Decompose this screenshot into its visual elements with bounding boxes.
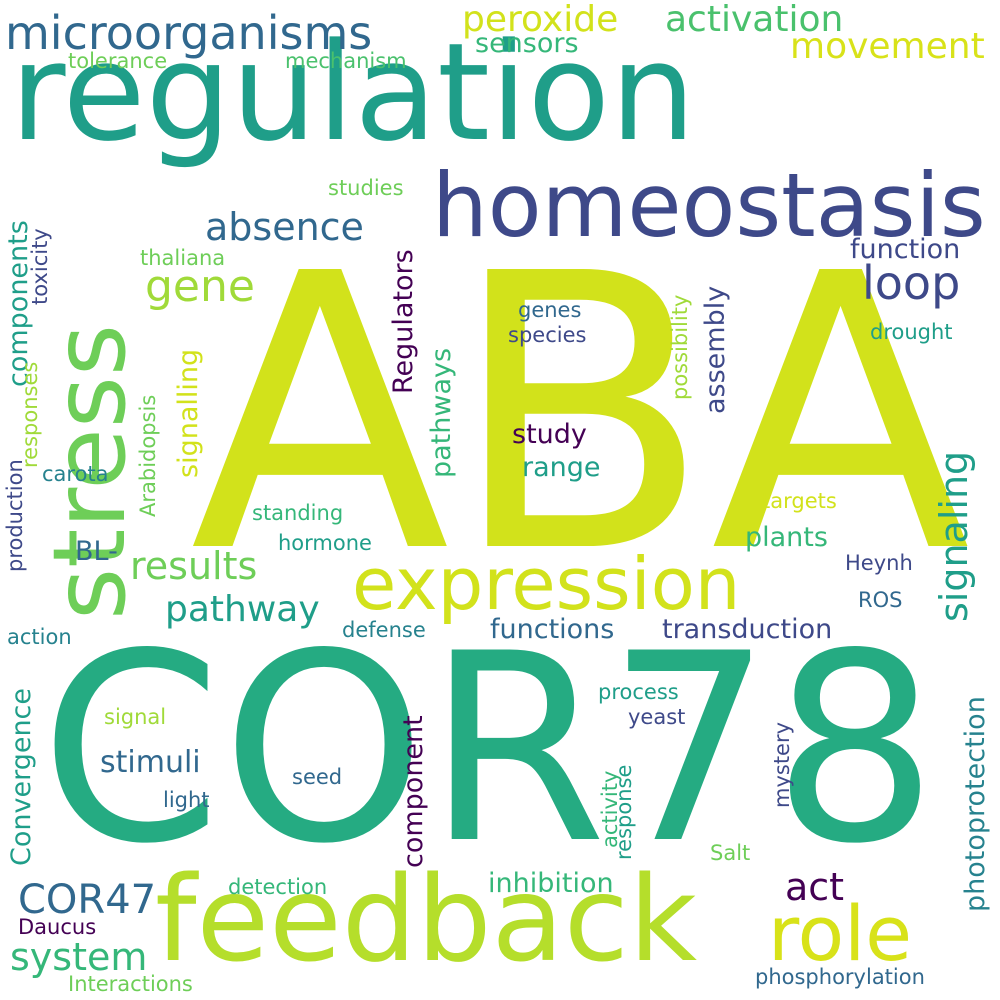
word-feedback: feedback [155, 850, 698, 988]
word-pathway: pathway [165, 589, 320, 630]
word-cor47: COR47 [18, 877, 157, 923]
word-plants: plants [745, 522, 828, 553]
word-microorganisms: microorganisms [5, 6, 373, 60]
word-functions: functions [490, 614, 615, 645]
word-daucus: Daucus [18, 915, 97, 939]
word-tolerance: tolerance [68, 49, 168, 73]
word-studies: studies [328, 176, 404, 200]
word-results: results [130, 544, 258, 588]
word-heynh: Heynh [845, 551, 913, 575]
word-function: function [850, 234, 961, 265]
word-cor78: COR78 [40, 599, 938, 901]
word-gene: gene [145, 261, 255, 312]
word-inhibition: inhibition [488, 868, 614, 899]
word-responses: responses [18, 361, 42, 468]
word-role: role [768, 889, 912, 978]
word-assembly: assembly [700, 285, 731, 414]
word-peroxide: peroxide [462, 0, 619, 40]
word-mystery: mystery [770, 721, 794, 808]
word-pathways: pathways [426, 347, 457, 478]
word-signalling: signalling [173, 348, 204, 478]
word-thaliana: thaliana [140, 246, 226, 270]
word-interactions: Interactions [68, 972, 193, 996]
word-convergence: Convergence [6, 687, 37, 866]
word-light: light [163, 788, 210, 812]
word-detection: detection [228, 875, 328, 899]
word-targets: targets [762, 489, 837, 513]
word-response: response [612, 764, 636, 860]
word-yeast: yeast [628, 705, 686, 729]
word-photoprotection: photoprotection [960, 696, 991, 912]
word-salt: Salt [710, 841, 751, 865]
word-toxicity: toxicity [28, 228, 52, 305]
word-standing: standing [252, 501, 344, 525]
word-drought: drought [870, 320, 953, 344]
word-loop: loop [862, 256, 961, 310]
word-ros: ROS [858, 588, 903, 612]
word-movement: movement [790, 26, 985, 67]
word-expression: expression [352, 542, 741, 626]
word-act: act [785, 865, 845, 909]
word-absence: absence [205, 205, 364, 249]
word-defense: defense [342, 618, 426, 642]
word-seed: seed [292, 765, 343, 789]
word-regulation: regulation [10, 14, 696, 171]
word-species: species [508, 323, 587, 347]
word-signal: signal [104, 705, 167, 729]
word-stimuli: stimuli [100, 745, 201, 780]
word-regulators: Regulators [388, 249, 419, 394]
word-phosphorylation: phosphorylation [755, 965, 925, 989]
word-transduction: transduction [662, 614, 833, 645]
word-process: process [598, 680, 679, 704]
word-activation: activation [665, 0, 844, 40]
word-possibility: possibility [668, 294, 692, 400]
word-signaling: signaling [932, 450, 976, 622]
word-range: range [522, 452, 601, 483]
word-production: production [3, 459, 27, 572]
word-hormone: hormone [278, 531, 372, 555]
word-study: study [512, 419, 587, 450]
word-carota: carota [42, 462, 109, 486]
word-sensors: sensors [475, 28, 579, 59]
word-mechanism: mechanism [285, 49, 407, 73]
word-component: component [398, 715, 429, 868]
word-arabidopsis: Arabidopsis [136, 394, 160, 517]
word-genes: genes [518, 298, 582, 322]
word-bl: BL- [75, 536, 118, 567]
word-system: system [10, 935, 148, 979]
word-aba: ABA [190, 193, 971, 636]
word-homeostasis: homeostasis [432, 154, 986, 257]
word-action: action [7, 625, 72, 649]
